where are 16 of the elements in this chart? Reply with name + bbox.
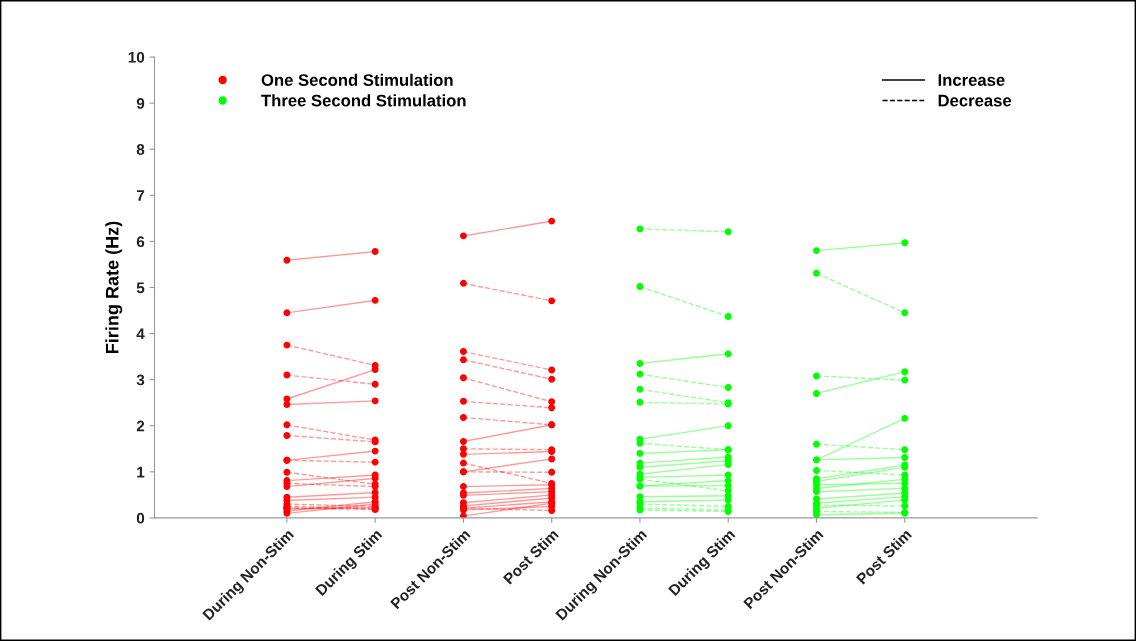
legend-label: Increase xyxy=(938,74,1005,86)
y-tick-label: 6 xyxy=(136,236,145,248)
y-tick-label: 5 xyxy=(136,282,145,294)
legend-label: Three Second Stimulation xyxy=(261,94,466,107)
y-tick-label: 4 xyxy=(136,328,145,340)
y-tick-label: 7 xyxy=(136,190,145,201)
legend-label: Decrease xyxy=(938,94,1012,107)
y-tick-label: 10 xyxy=(128,51,145,63)
y-tick-label: 0 xyxy=(136,512,145,524)
y-tick-label: 1 xyxy=(137,466,145,478)
y-tick-label: 3 xyxy=(136,374,145,386)
y-axis-title: Firing Rate (Hz) xyxy=(105,221,123,353)
y-tick-label: 2 xyxy=(136,420,145,432)
y-tick-label: 9 xyxy=(136,98,145,109)
y-tick-label: 8 xyxy=(136,144,145,155)
legend-label: One Second Stimulation xyxy=(261,73,453,86)
